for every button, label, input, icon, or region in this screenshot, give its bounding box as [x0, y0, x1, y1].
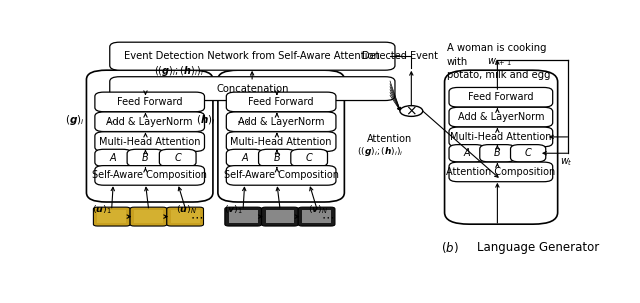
- Text: B: B: [142, 153, 149, 163]
- Text: A: A: [463, 148, 470, 158]
- FancyBboxPatch shape: [227, 149, 263, 167]
- Text: $w_t$: $w_t$: [560, 156, 573, 168]
- FancyBboxPatch shape: [110, 42, 395, 70]
- Text: $\cdots$: $\cdots$: [321, 210, 335, 223]
- FancyBboxPatch shape: [449, 127, 553, 147]
- FancyBboxPatch shape: [449, 88, 553, 107]
- Text: $(\boldsymbol{h})_i$: $(\boldsymbol{h})_i$: [196, 114, 216, 127]
- Text: $((\boldsymbol{g})_i;(\boldsymbol{h})_i)_i$: $((\boldsymbol{g})_i;(\boldsymbol{h})_i)…: [356, 145, 403, 158]
- FancyBboxPatch shape: [159, 149, 196, 167]
- Text: Self-Aware Composition: Self-Aware Composition: [92, 170, 207, 180]
- Text: A: A: [110, 153, 116, 163]
- FancyBboxPatch shape: [302, 210, 331, 224]
- Text: C: C: [525, 148, 531, 158]
- Text: A woman is cooking
with
potato, milk and egg: A woman is cooking with potato, milk and…: [447, 43, 550, 80]
- Text: Attention Composition: Attention Composition: [446, 167, 556, 177]
- FancyBboxPatch shape: [127, 149, 164, 167]
- FancyBboxPatch shape: [229, 210, 257, 224]
- FancyBboxPatch shape: [227, 166, 336, 185]
- FancyBboxPatch shape: [291, 149, 328, 167]
- Text: Add & LayerNorm: Add & LayerNorm: [238, 117, 324, 127]
- Text: B: B: [273, 153, 280, 163]
- FancyBboxPatch shape: [449, 145, 484, 162]
- FancyBboxPatch shape: [262, 207, 298, 226]
- FancyBboxPatch shape: [93, 207, 130, 226]
- FancyBboxPatch shape: [227, 132, 336, 152]
- Text: C: C: [174, 153, 181, 163]
- Text: Feed Forward: Feed Forward: [468, 92, 534, 102]
- Text: $(\boldsymbol{u})_1$: $(\boldsymbol{u})_1$: [92, 203, 112, 216]
- Text: $(\boldsymbol{v})_1$: $(\boldsymbol{v})_1$: [224, 203, 243, 216]
- Text: Detected Event: Detected Event: [362, 51, 438, 61]
- FancyBboxPatch shape: [167, 207, 204, 226]
- FancyBboxPatch shape: [227, 112, 336, 132]
- Text: Event Detection Network from Self-Aware Attention: Event Detection Network from Self-Aware …: [124, 51, 380, 61]
- FancyBboxPatch shape: [97, 210, 126, 224]
- FancyBboxPatch shape: [95, 149, 132, 167]
- Text: Add & LayerNorm: Add & LayerNorm: [106, 117, 193, 127]
- Text: $(b)$: $(b)$: [441, 240, 459, 255]
- FancyBboxPatch shape: [266, 210, 294, 224]
- FancyBboxPatch shape: [218, 70, 344, 202]
- FancyBboxPatch shape: [259, 149, 295, 167]
- FancyBboxPatch shape: [171, 210, 200, 224]
- Circle shape: [400, 106, 423, 116]
- Text: C: C: [306, 153, 312, 163]
- FancyBboxPatch shape: [110, 77, 395, 101]
- FancyBboxPatch shape: [511, 145, 546, 162]
- Text: $(\boldsymbol{g})_i$: $(\boldsymbol{g})_i$: [65, 113, 85, 127]
- FancyBboxPatch shape: [95, 166, 205, 185]
- Text: Add & LayerNorm: Add & LayerNorm: [458, 112, 544, 122]
- Text: $\cdots$: $\cdots$: [236, 114, 249, 127]
- Text: Multi-Head Attention: Multi-Head Attention: [230, 137, 332, 147]
- Text: Concatenation: Concatenation: [216, 84, 289, 94]
- Text: $\times$: $\times$: [406, 104, 417, 118]
- FancyBboxPatch shape: [449, 107, 553, 127]
- Text: $(\boldsymbol{u})_N$: $(\boldsymbol{u})_N$: [176, 203, 197, 216]
- Text: $\cdots$: $\cdots$: [106, 114, 119, 127]
- Text: Feed Forward: Feed Forward: [117, 97, 182, 107]
- FancyBboxPatch shape: [134, 210, 163, 224]
- Text: $((\boldsymbol{g})_i;(\boldsymbol{h})_i)_i$: $((\boldsymbol{g})_i;(\boldsymbol{h})_i)…: [154, 64, 204, 78]
- Text: Attention: Attention: [367, 134, 413, 144]
- Text: $(\boldsymbol{v})_N$: $(\boldsymbol{v})_N$: [308, 203, 328, 216]
- Text: Self-Aware Composition: Self-Aware Composition: [223, 170, 339, 180]
- Text: $\cdots$: $\cdots$: [190, 210, 203, 223]
- FancyBboxPatch shape: [95, 92, 205, 112]
- FancyBboxPatch shape: [95, 112, 205, 132]
- FancyBboxPatch shape: [298, 207, 335, 226]
- FancyBboxPatch shape: [130, 207, 167, 226]
- Text: A: A: [241, 153, 248, 163]
- FancyBboxPatch shape: [480, 145, 515, 162]
- FancyBboxPatch shape: [95, 132, 205, 152]
- Text: Multi-Head Attention: Multi-Head Attention: [99, 137, 200, 147]
- FancyBboxPatch shape: [86, 70, 213, 202]
- FancyBboxPatch shape: [225, 207, 262, 226]
- Text: B: B: [494, 148, 500, 158]
- Text: Language Generator: Language Generator: [477, 241, 599, 254]
- FancyBboxPatch shape: [227, 92, 336, 112]
- FancyBboxPatch shape: [449, 162, 553, 182]
- Text: Feed Forward: Feed Forward: [248, 97, 314, 107]
- Text: Multi-Head Attention: Multi-Head Attention: [450, 132, 552, 142]
- Text: $w_{t+1}$: $w_{t+1}$: [487, 57, 511, 68]
- FancyBboxPatch shape: [445, 70, 557, 224]
